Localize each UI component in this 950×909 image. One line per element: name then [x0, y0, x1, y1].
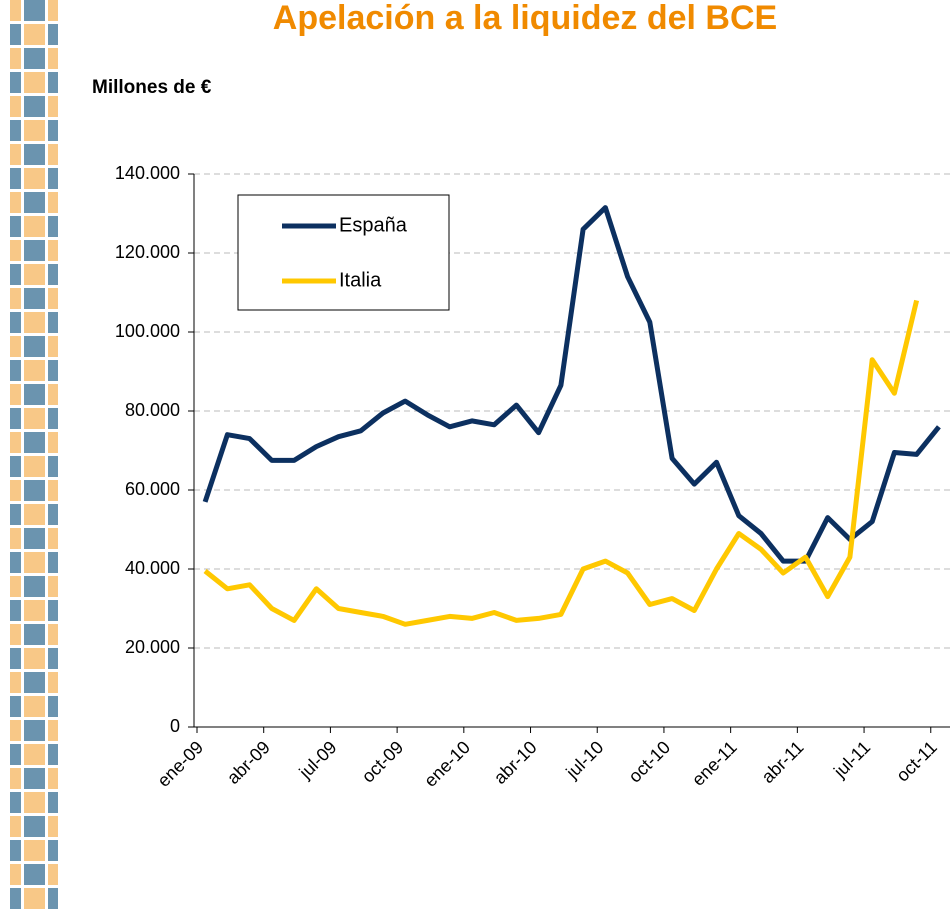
x-tick-label: jul-09	[295, 737, 341, 783]
x-tick-label: ene-09	[153, 737, 207, 791]
decor-strip	[10, 0, 58, 909]
x-tick-label: abr-10	[490, 737, 541, 788]
series-line	[202, 205, 941, 564]
x-tick-label: oct-11	[892, 737, 941, 786]
y-tick-label: 140.000	[115, 163, 180, 183]
y-tick-label: 80.000	[125, 400, 180, 420]
series-line	[203, 299, 920, 627]
y-tick-label: 40.000	[125, 558, 180, 578]
y-tick-label: 120.000	[115, 242, 180, 262]
y-tick-label: 60.000	[125, 479, 180, 499]
x-tick-label: oct-10	[625, 737, 675, 787]
x-tick-label: ene-10	[420, 737, 474, 791]
y-tick-label: 100.000	[115, 321, 180, 341]
legend-label: Italia	[339, 269, 382, 291]
x-tick-label: abr-09	[223, 737, 274, 788]
x-tick-label: ene-11	[688, 737, 741, 790]
x-tick-label: oct-09	[358, 737, 408, 787]
x-tick-label: jul-10	[561, 737, 607, 783]
legend-box	[237, 194, 450, 311]
x-tick-label: jul-11	[829, 737, 874, 782]
legend-label: España	[339, 214, 408, 236]
chart-title: Apelación a la liquidez del BCE	[273, 0, 777, 37]
y-axis-label: Millones de €	[92, 77, 212, 98]
y-tick-label: 0	[170, 716, 180, 736]
y-tick-label: 20.000	[125, 637, 180, 657]
x-tick-label: abr-11	[758, 737, 808, 787]
